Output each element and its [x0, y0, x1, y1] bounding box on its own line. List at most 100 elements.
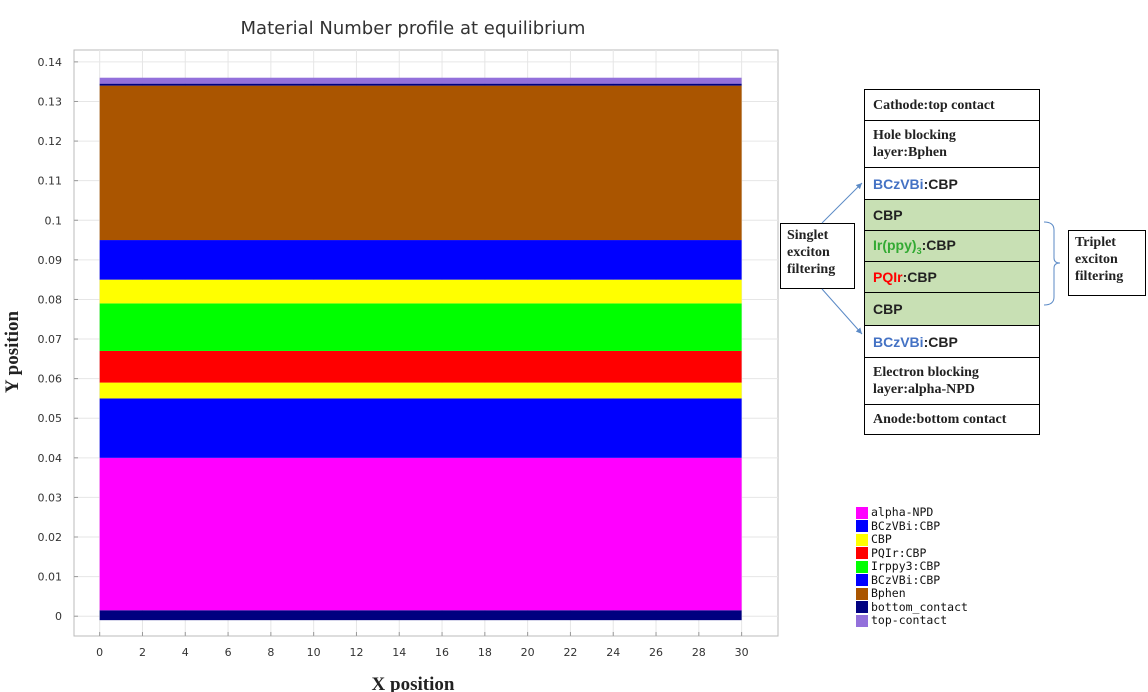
bczvbi-bottom-host: :CBP — [923, 333, 958, 350]
y-tick-label: 0.1 — [45, 214, 63, 227]
x-tick-label: 8 — [267, 646, 274, 659]
legend-entry: Bphen — [856, 586, 968, 601]
layer-band-BCzVBi:CBP — [99, 240, 742, 280]
legend-label: BCzVBi:CBP — [871, 572, 941, 587]
legend-label: CBP — [871, 532, 892, 546]
y-tick-label: 0.14 — [38, 56, 63, 69]
y-axis-label: Y position — [2, 310, 23, 393]
legend-entry: PQIr:CBP — [856, 545, 968, 561]
cbp-top-label: CBP — [873, 207, 903, 223]
pqir-label: PQIr:CBP — [873, 269, 937, 285]
y-tick-label: 0.11 — [38, 175, 63, 188]
layer-band-CBP — [99, 279, 742, 304]
legend-entry: BCzVBi:CBP — [856, 572, 968, 588]
x-axis-ticks: 0 2 4 6 8 10 12 14 16 18 20 22 24 26 28 30 — [96, 632, 749, 659]
legend-label: top-contact — [871, 613, 948, 627]
legend-swatch — [856, 506, 868, 519]
x-tick-label: 16 — [435, 646, 449, 659]
y-tick-label: 0 — [55, 610, 62, 623]
x-tick-label: 30 — [735, 646, 749, 659]
legend-label: bottom_contact — [871, 599, 968, 614]
singlet-callout: Singlet exciton filtering — [780, 223, 855, 289]
layer-band-CBP — [99, 382, 742, 399]
x-tick-label: 10 — [307, 646, 321, 659]
stack-layer-electron-blocking: Electron blocking layer:alpha-NPD — [865, 357, 1039, 404]
stack-layer-hole-blocking: Hole blocking layer:Bphen — [865, 120, 1039, 167]
y-tick-label: 0.08 — [38, 293, 63, 306]
y-tick-label: 0.03 — [38, 491, 63, 504]
hole-blocking-label: Hole blocking layer:Bphen — [873, 128, 956, 160]
electron-blocking-label: Electron blocking layer:alpha-NPD — [873, 365, 979, 397]
legend-swatch — [856, 520, 868, 533]
bczvbi-top-label: BCzVBi:CBP — [873, 176, 958, 192]
bczvbi-bottom-dopant: BCzVBi — [873, 333, 924, 350]
cbp-bottom-label: CBP — [873, 301, 903, 317]
chart-title: Material Number profile at equilibrium — [241, 18, 586, 39]
y-tick-label: 0.05 — [38, 412, 63, 425]
stack-layer-pqir: PQIr:CBP — [865, 261, 1039, 292]
stack-layer-bczvbi-bottom: BCzVBi:CBP — [865, 325, 1039, 357]
x-tick-label: 20 — [521, 646, 535, 659]
legend-swatch — [856, 587, 868, 600]
x-tick-label: 6 — [225, 646, 232, 659]
y-axis-ticks: 0 0.01 0.02 0.03 0.04 0.05 0.06 0.07 0.08 0.09 0.1… — [38, 56, 78, 623]
y-tick-label: 0.12 — [38, 135, 63, 148]
triplet-callout-text: Triplet exciton filtering — [1075, 235, 1124, 284]
anode-label: Anode:bottom contact — [873, 412, 1007, 427]
chart-legend: alpha-NPD BCzVBi:CBP CBP PQIr:CBP Irppy3:CBP… — [856, 505, 968, 628]
x-axis-label: X position — [372, 674, 455, 692]
legend-entry: top-contact — [856, 613, 968, 628]
legend-label: alpha-NPD — [871, 505, 934, 519]
layer-band-alpha-NPD — [99, 457, 742, 611]
x-tick-label: 12 — [349, 646, 363, 659]
x-tick-label: 18 — [478, 646, 492, 659]
legend-entry: CBP — [856, 532, 968, 547]
bczvbi-top-host: :CBP — [923, 175, 958, 192]
singlet-callout-text: Singlet exciton filtering — [787, 228, 836, 277]
x-tick-label: 28 — [692, 646, 706, 659]
legend-label: Bphen — [871, 586, 906, 600]
stack-layer-cbp-top: CBP — [865, 199, 1039, 230]
stack-layer-bczvbi-top: BCzVBi:CBP — [865, 167, 1039, 199]
irppy-label: Ir(ppy)3:CBP — [873, 237, 956, 256]
legend-swatch — [856, 547, 868, 560]
bczvbi-top-dopant: BCzVBi — [873, 175, 924, 192]
layer-band-bottom_contact — [99, 610, 742, 621]
legend-label: PQIr:CBP — [871, 545, 927, 560]
irppy-host: :CBP — [921, 236, 956, 253]
stack-layer-cbp-bottom: CBP — [865, 292, 1039, 325]
y-tick-label: 0.06 — [38, 373, 63, 386]
pqir-host: :CBP — [902, 269, 937, 285]
y-tick-label: 0.09 — [38, 254, 63, 267]
legend-swatch — [856, 601, 868, 614]
legend-entry: BCzVBi:CBP — [856, 519, 968, 534]
legend-swatch — [856, 533, 868, 546]
pqir-dopant: PQIr — [873, 269, 903, 285]
y-tick-label: 0.07 — [38, 333, 63, 346]
y-tick-label: 0.04 — [38, 452, 63, 465]
stack-layer-anode: Anode:bottom contact — [865, 404, 1039, 434]
legend-label: Irppy3:CBP — [871, 559, 941, 573]
x-tick-label: 4 — [182, 646, 189, 659]
layer-bands — [99, 77, 742, 621]
x-tick-label: 24 — [606, 646, 620, 659]
layer-band-bottom_contact — [99, 83, 742, 86]
legend-swatch — [856, 574, 868, 587]
y-tick-label: 0.13 — [38, 95, 63, 108]
layer-band-Bphen — [99, 85, 742, 241]
irppy-subscript: 3 — [916, 245, 922, 256]
legend-swatch — [856, 614, 868, 627]
irppy-dopant: Ir(ppy) — [873, 236, 917, 253]
x-tick-label: 14 — [392, 646, 406, 659]
x-tick-label: 2 — [139, 646, 146, 659]
layer-band-top-contact — [99, 77, 742, 84]
triplet-callout: Triplet exciton filtering — [1068, 230, 1146, 296]
x-tick-label: 26 — [649, 646, 663, 659]
layer-band-PQIr:CBP — [99, 350, 742, 383]
stack-layer-cathode: Cathode:top contact — [865, 90, 1039, 120]
device-stack: Cathode:top contact Hole blocking layer:… — [864, 89, 1040, 435]
legend-swatch — [856, 560, 868, 573]
layer-band-BCzVBi:CBP — [99, 398, 742, 458]
y-tick-label: 0.01 — [38, 571, 63, 584]
